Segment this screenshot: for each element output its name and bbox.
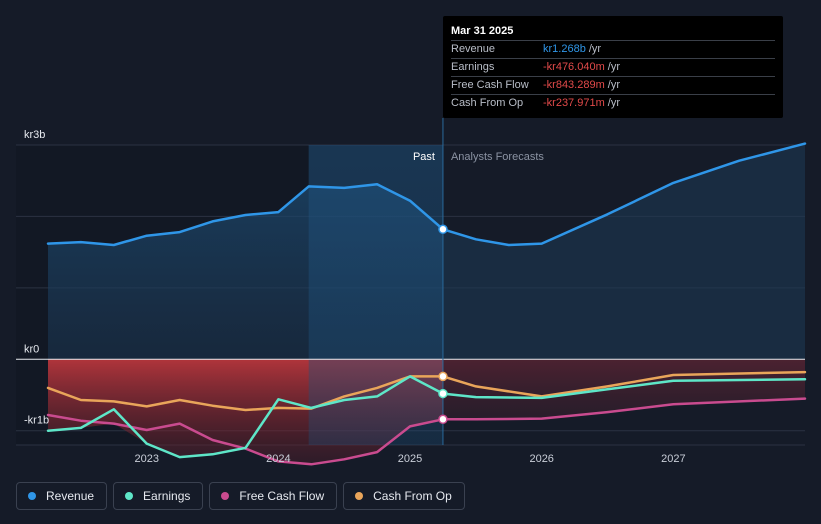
x-tick-label: 2027 bbox=[661, 453, 685, 465]
tooltip-value: -kr843.289m bbox=[543, 79, 605, 91]
highlight-band bbox=[308, 145, 443, 445]
tooltip-unit: /yr bbox=[588, 43, 602, 55]
free-cash-flow-dot-icon bbox=[221, 492, 230, 500]
cash-from-op-marker bbox=[438, 371, 448, 382]
tooltip: Mar 31 2025 Revenue kr1.268b /yr Earning… bbox=[443, 16, 783, 118]
free-cash-flow-line bbox=[46, 397, 807, 466]
legend-label: Earnings bbox=[143, 489, 191, 503]
tooltip-unit: /yr bbox=[607, 61, 620, 73]
tooltip-value: -kr476.040m bbox=[543, 61, 605, 73]
tooltip-unit: /yr bbox=[607, 97, 620, 109]
earnings-line bbox=[46, 375, 807, 459]
x-tick-label: 2023 bbox=[134, 453, 158, 465]
tooltip-label: Revenue bbox=[451, 43, 496, 55]
tooltip-row-free-cash-flow: Free Cash Flow -kr843.289m /yr bbox=[451, 76, 775, 94]
cash-from-op-line bbox=[46, 370, 807, 412]
legend-label: Free Cash Flow bbox=[239, 489, 325, 503]
free-cash-flow-marker bbox=[438, 414, 448, 425]
legend: Revenue Earnings Free Cash Flow Cash Fro… bbox=[16, 482, 465, 510]
legend-item-free-cash-flow[interactable]: Free Cash Flow bbox=[209, 482, 338, 510]
tooltip-unit: /yr bbox=[607, 79, 620, 91]
x-tick-label: 2025 bbox=[398, 453, 422, 465]
revenue-dot-icon bbox=[28, 492, 36, 500]
tooltip-label: Cash From Op bbox=[451, 97, 524, 109]
tooltip-label: Free Cash Flow bbox=[451, 79, 529, 91]
tooltip-row-revenue: Revenue kr1.268b /yr bbox=[451, 40, 775, 58]
tooltip-value: -kr237.971m bbox=[543, 97, 605, 109]
tooltip-row-earnings: Earnings -kr476.040m /yr bbox=[451, 58, 775, 76]
tooltip-label: Earnings bbox=[451, 61, 495, 73]
x-tick-label: 2026 bbox=[529, 453, 553, 465]
legend-label: Revenue bbox=[46, 489, 95, 503]
past-label: Past bbox=[413, 151, 435, 163]
tooltip-row-cash-from-op: Cash From Op -kr237.971m /yr bbox=[451, 94, 775, 112]
cash-from-op-dot-icon bbox=[355, 492, 364, 500]
y-axis-label: kr3b bbox=[24, 129, 45, 141]
revenue-line bbox=[46, 142, 807, 247]
legend-label: Cash From Op bbox=[373, 489, 452, 503]
legend-item-cash-from-op[interactable]: Cash From Op bbox=[343, 482, 465, 510]
forecast-label: Analysts Forecasts bbox=[451, 151, 544, 163]
tooltip-value: kr1.268b bbox=[543, 43, 586, 55]
legend-item-revenue[interactable]: Revenue bbox=[16, 482, 108, 510]
legend-item-earnings[interactable]: Earnings bbox=[113, 482, 204, 510]
y-axis-label: kr0 bbox=[24, 343, 39, 355]
revenue-area-forecast bbox=[442, 143, 805, 360]
revenue-marker bbox=[438, 224, 448, 235]
y-axis-label: -kr1b bbox=[24, 415, 49, 427]
x-tick-label: 2024 bbox=[266, 453, 290, 465]
earnings-marker bbox=[438, 388, 448, 399]
tooltip-date: Mar 31 2025 bbox=[451, 25, 514, 37]
earnings-dot-icon bbox=[125, 492, 134, 500]
chart: kr3b kr0 -kr1b 2023 2024 2025 2026 2027 Past Anal… bbox=[16, 118, 807, 466]
